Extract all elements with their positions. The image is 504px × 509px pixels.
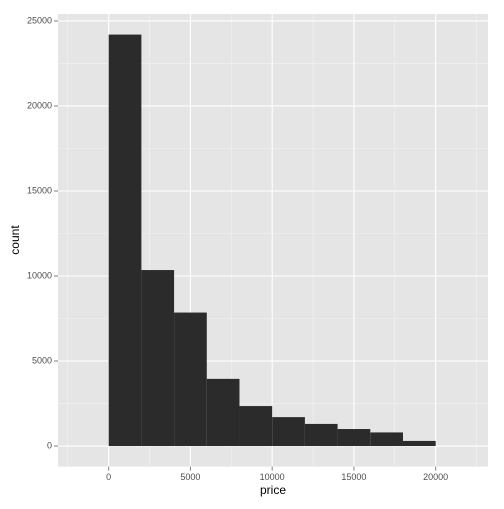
bar [272, 417, 305, 447]
y-tick-label: 0 [47, 440, 52, 450]
y-tick-label: 15000 [27, 185, 52, 195]
y-axis-label: count [8, 225, 22, 255]
y-tick-label: 5000 [32, 355, 52, 365]
bar [370, 432, 403, 447]
bar [304, 423, 338, 447]
x-axis-label: price [260, 483, 286, 497]
bar [206, 378, 240, 447]
bar [141, 270, 175, 447]
x-tick-label: 0 [106, 472, 111, 482]
bar [174, 312, 207, 447]
bar [239, 406, 273, 447]
x-tick-label: 15000 [341, 472, 366, 482]
bar [402, 440, 436, 447]
y-tick-label: 25000 [27, 15, 52, 25]
x-tick-label: 10000 [260, 472, 285, 482]
y-tick-label: 20000 [27, 100, 52, 110]
bar [108, 34, 142, 447]
y-tick-label: 10000 [27, 270, 52, 280]
x-tick-label: 5000 [180, 472, 200, 482]
x-tick-label: 20000 [423, 472, 448, 482]
bar [337, 429, 371, 447]
